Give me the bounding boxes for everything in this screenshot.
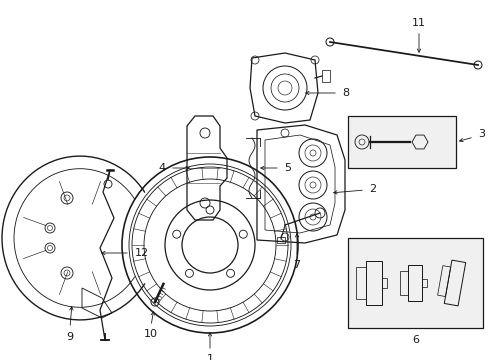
Text: 9: 9 bbox=[66, 332, 73, 342]
Text: 10: 10 bbox=[143, 329, 158, 339]
Bar bbox=[407, 265, 421, 301]
Text: 12: 12 bbox=[135, 248, 149, 258]
Circle shape bbox=[239, 230, 247, 238]
Circle shape bbox=[185, 269, 193, 277]
Circle shape bbox=[205, 206, 214, 214]
Text: 2: 2 bbox=[368, 184, 376, 194]
Text: 1: 1 bbox=[206, 354, 213, 360]
Bar bbox=[276, 237, 285, 243]
Bar bbox=[355, 267, 365, 299]
Bar bbox=[421, 279, 426, 287]
Bar bbox=[321, 70, 329, 82]
Bar bbox=[381, 278, 386, 288]
Circle shape bbox=[226, 269, 234, 277]
Text: 4: 4 bbox=[158, 163, 165, 173]
Text: 8: 8 bbox=[342, 88, 349, 98]
Text: 7: 7 bbox=[293, 260, 300, 270]
Bar bbox=[399, 271, 407, 295]
Text: 6: 6 bbox=[411, 335, 418, 345]
Bar bbox=[347, 116, 455, 168]
Bar bbox=[347, 238, 482, 328]
Text: 3: 3 bbox=[478, 129, 485, 139]
Circle shape bbox=[182, 217, 238, 273]
Circle shape bbox=[172, 230, 181, 238]
Text: 5: 5 bbox=[284, 163, 291, 173]
Text: 11: 11 bbox=[411, 18, 425, 28]
Bar bbox=[365, 261, 381, 305]
